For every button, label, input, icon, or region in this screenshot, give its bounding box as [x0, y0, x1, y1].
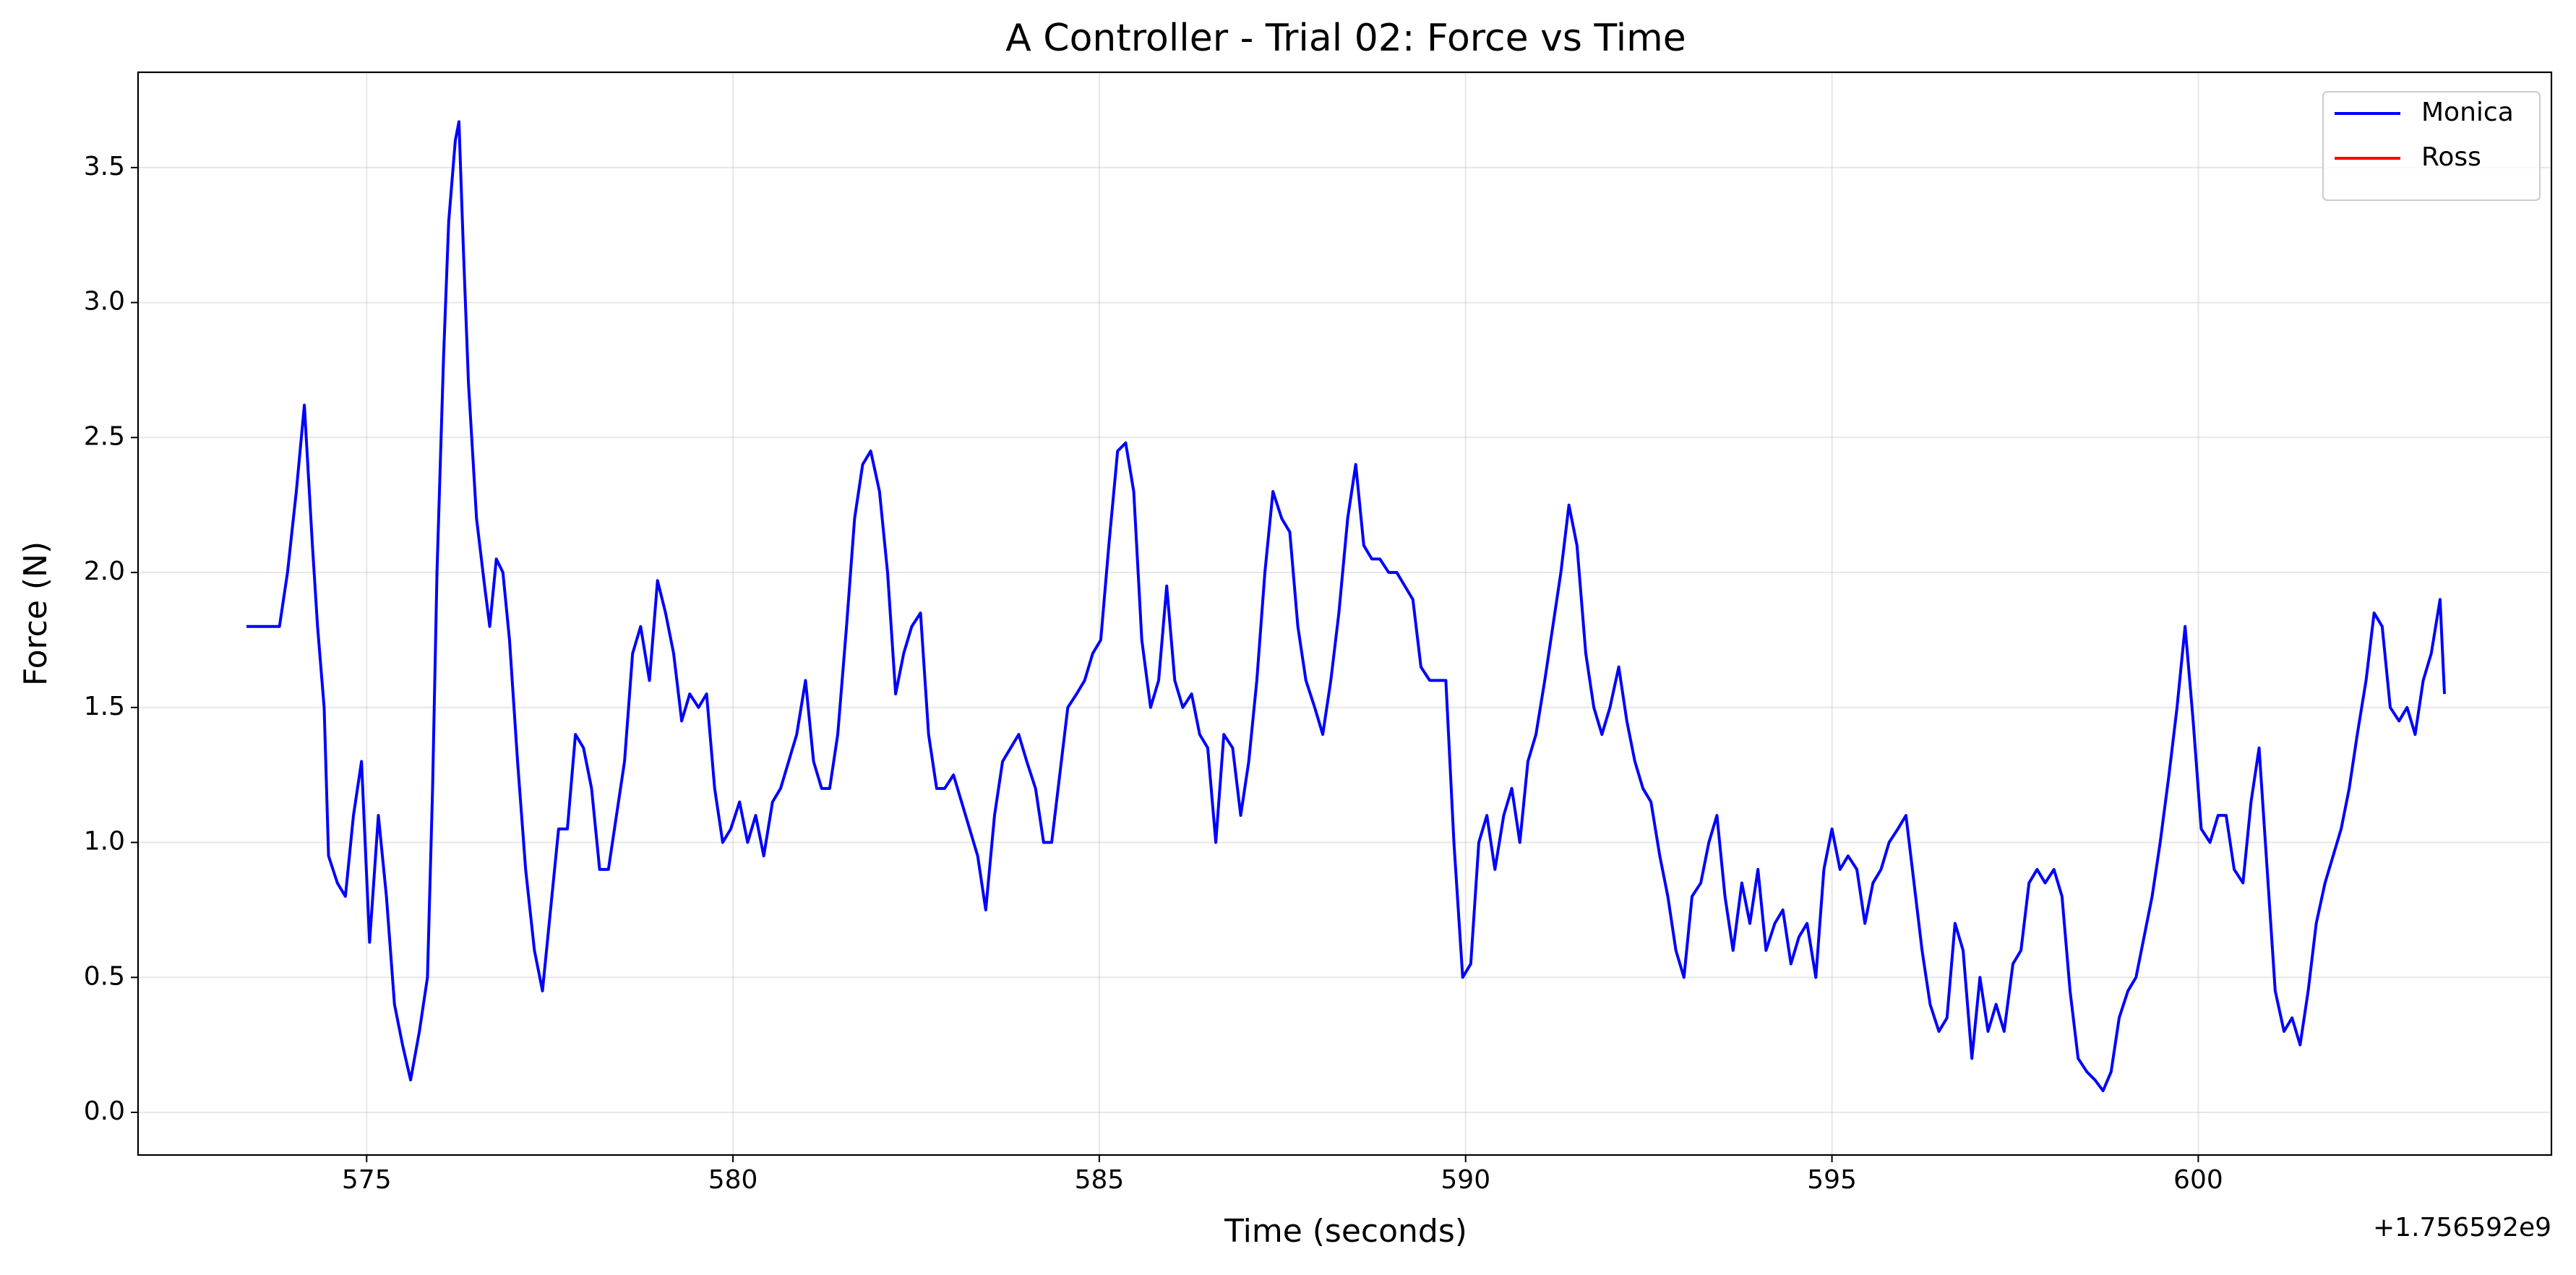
- legend-frame: [2322, 91, 2541, 201]
- x-axis-label: Time (seconds): [1224, 1213, 1467, 1250]
- x-tick-label: 590: [1441, 1165, 1490, 1195]
- y-tick-label: 3.5: [84, 152, 125, 181]
- y-tick-label: 3.0: [84, 287, 125, 317]
- x-offset-label: +1.756592e9: [2373, 1213, 2551, 1242]
- ticks: 575 580 585 590 595 600 0.0 0.5 1.0 1.5 2.0 2.5 3.0 3…: [84, 152, 2223, 1195]
- x-tick-label: 595: [1807, 1165, 1857, 1195]
- y-tick-label: 2.0: [84, 557, 125, 586]
- y-tick-label: 2.5: [84, 421, 125, 451]
- y-tick-label: 0.5: [84, 961, 125, 991]
- x-tick-label: 585: [1075, 1165, 1125, 1195]
- y-axis-label: Force (N): [17, 541, 54, 686]
- y-tick-label: 0.0: [84, 1096, 125, 1126]
- line-series: [246, 120, 2447, 1093]
- legend: Monica Ross: [2322, 91, 2541, 201]
- x-tick-label: 580: [708, 1165, 758, 1195]
- y-tick-label: 1.5: [84, 692, 125, 721]
- x-tick-label: 575: [342, 1165, 392, 1195]
- legend-label: Ross: [2421, 142, 2481, 172]
- x-tick-label: 600: [2173, 1165, 2223, 1195]
- y-tick-label: 1.0: [84, 827, 125, 857]
- chart-title: A Controller - Trial 02: Force vs Time: [1005, 17, 1686, 60]
- axes-frame: [137, 71, 2553, 1156]
- legend-label: Monica: [2421, 98, 2514, 127]
- plot-area: [246, 120, 2447, 1093]
- grid: [138, 72, 2551, 1155]
